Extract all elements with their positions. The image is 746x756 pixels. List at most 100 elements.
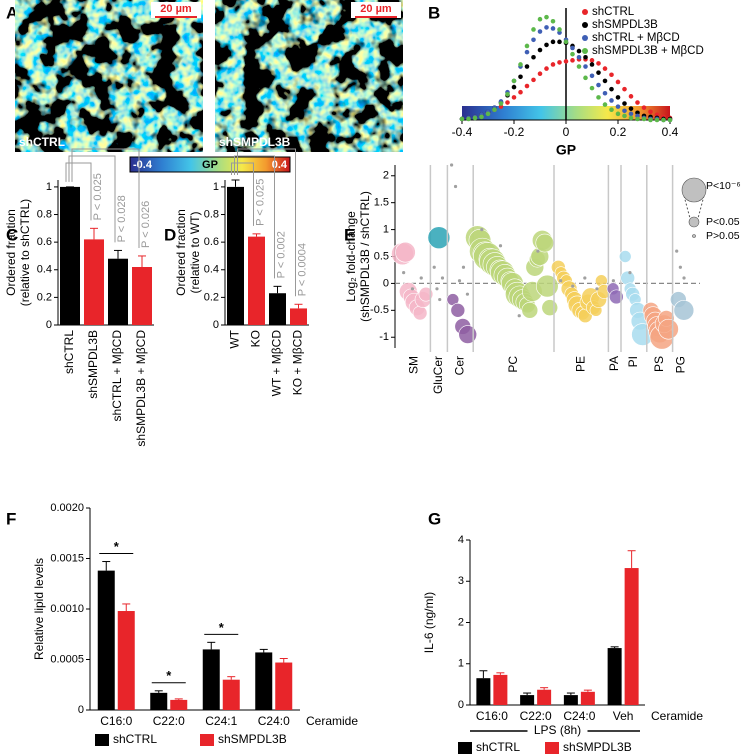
y-tick-label: 0 (383, 277, 389, 289)
data-point (537, 47, 543, 53)
bubble-ns (583, 276, 587, 280)
bracket-label: LPS (8h) (534, 723, 581, 737)
bar (624, 568, 639, 705)
x-tick-label: WT + MβCD (270, 330, 284, 397)
y-tick-label: 0.8 (37, 208, 52, 220)
data-point (661, 117, 666, 123)
bubble-ns (628, 271, 632, 275)
y-tick-label: 0 (213, 319, 219, 331)
data-point (622, 113, 627, 119)
data-point (518, 89, 523, 95)
bubble-ns (498, 244, 503, 248)
legend-label: shSMPDL3B (592, 19, 658, 31)
data-point (505, 100, 510, 105)
data-point (589, 85, 595, 91)
data-point (498, 101, 504, 106)
data-point (576, 48, 582, 54)
bubble-ns (419, 276, 423, 280)
p-value: P < 0.028 (116, 195, 128, 242)
colorbar (129, 156, 291, 173)
y-tick-label: 1 (213, 181, 219, 193)
data-point (609, 107, 614, 113)
legend-label: P<0.05 (706, 216, 740, 228)
bubble-ns (675, 249, 679, 253)
data-point (635, 116, 640, 122)
x-tick-label: WT (228, 329, 242, 348)
bar (493, 674, 508, 705)
x-tick-label: 0.2 (610, 125, 627, 139)
micrograph (15, 0, 203, 152)
bubble (458, 325, 478, 344)
legend-marker (458, 742, 472, 754)
data-point (609, 72, 614, 78)
y-tick-label: 0.8 (204, 208, 219, 220)
y-tick-label: 0.6 (204, 236, 219, 248)
bubble-ns (559, 279, 563, 283)
data-point (531, 77, 536, 83)
y-tick-label: 2 (383, 170, 389, 182)
bubble-ns (465, 292, 470, 296)
bubble (412, 305, 428, 321)
data-point (628, 115, 634, 121)
y-tick-label: 0.6 (37, 236, 52, 248)
data-point (596, 61, 601, 66)
bubble-ns (571, 284, 575, 288)
data-point (667, 117, 673, 123)
x-tick-label: PG (673, 356, 687, 373)
data-point (602, 90, 608, 96)
data-point (622, 101, 627, 106)
legend-marker (692, 234, 696, 238)
bubble (450, 303, 466, 318)
data-point (511, 84, 517, 90)
bar (255, 652, 273, 710)
p-value: P < 0.002 (275, 231, 287, 278)
x-tick-label: shSMPDL3B (86, 330, 100, 399)
bubble-ns (457, 279, 462, 283)
image-label: shCTRL (19, 135, 65, 149)
data-point (524, 64, 530, 69)
bubble-ns (438, 297, 442, 302)
data-point (479, 114, 484, 120)
x-tick-label: KO + MβCD (291, 330, 305, 396)
p-value: P < 0.025 (254, 179, 266, 226)
bracket-bg (527, 724, 588, 738)
data-point (648, 109, 653, 115)
data-point (622, 86, 627, 92)
y-tick-label: -1 (379, 331, 389, 343)
data-point (518, 74, 523, 80)
y-tick-label: 0.0005 (50, 653, 84, 665)
data-point (505, 91, 510, 97)
legend-label: shSMPDL3B (218, 732, 287, 746)
scale-box (151, 2, 201, 18)
data-point (628, 111, 634, 117)
scale-label: 20 µm (160, 3, 192, 15)
x-tick-label: C24:0 (563, 709, 595, 723)
legend-marker (681, 177, 707, 203)
p-value: P < 0.026 (140, 201, 152, 248)
data-point (628, 106, 634, 111)
y-axis-label: (relative to shCTRL) (18, 199, 32, 306)
y-tick-label: 0 (78, 704, 84, 716)
y-tick-label: 3 (458, 575, 464, 587)
significance: * (166, 668, 172, 683)
legend-marker (582, 48, 588, 54)
bracket (234, 155, 275, 279)
panel-letter: G (428, 509, 441, 528)
x-tick-label: Cer (452, 356, 466, 375)
x-tick-label: shCTRL (62, 330, 76, 374)
data-point (544, 14, 549, 20)
bubble-ns (536, 249, 540, 253)
scale-label: 20 µm (360, 3, 392, 15)
data-point (654, 117, 660, 123)
y-tick-label: 0 (46, 319, 52, 331)
y-axis-label: (relative to WT) (188, 211, 202, 293)
x-tick-label: GluCer (431, 356, 445, 394)
bubble-ns (453, 184, 458, 189)
data-point (524, 83, 530, 89)
data-point (537, 16, 543, 22)
data-point (602, 102, 608, 107)
y-axis-label: (shSMPDL3B / shCTRL) (358, 191, 372, 322)
bar (84, 239, 104, 325)
colorbar-tick-label: -0.4 (133, 159, 153, 171)
x-tick-label: PE (573, 356, 587, 372)
